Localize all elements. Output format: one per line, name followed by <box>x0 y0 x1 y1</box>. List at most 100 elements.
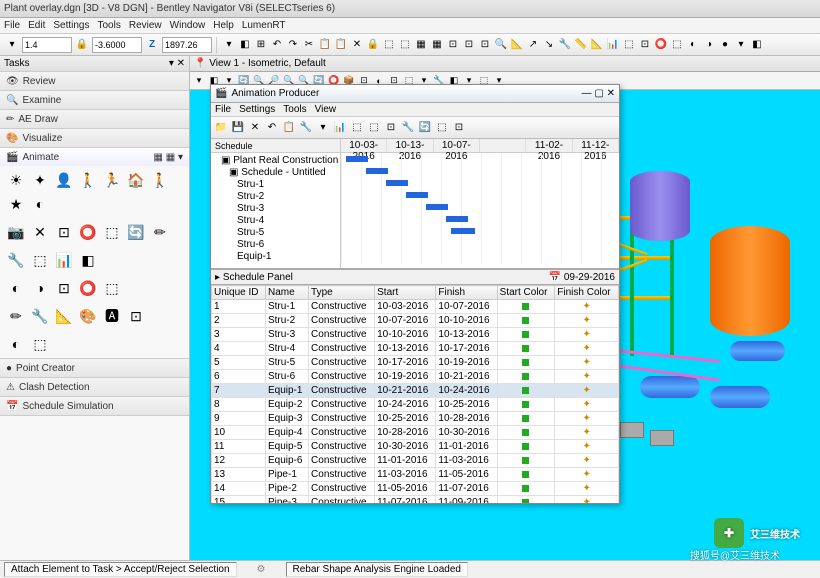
task-section-point-creator[interactable]: ●Point Creator <box>0 359 189 377</box>
animate-tool-icon[interactable]: 🎨 <box>78 306 98 326</box>
col-header[interactable]: Start <box>375 286 436 300</box>
animate-tool-icon[interactable]: ✦ <box>30 170 50 190</box>
col-header[interactable]: Type <box>309 286 375 300</box>
animate-tool-icon[interactable]: 🅰 <box>102 306 122 326</box>
toolbar-icon[interactable]: ↶ <box>269 37 285 53</box>
tb-dropdown-icon[interactable]: ▾ <box>4 37 20 53</box>
ap-toolbar-icon[interactable]: ↶ <box>264 120 280 136</box>
coord-1-input[interactable] <box>22 37 72 53</box>
col-header[interactable]: Finish <box>436 286 497 300</box>
animate-tool-icon[interactable]: ⊡ <box>54 222 74 242</box>
animate-tool-icon[interactable]: ◧ <box>78 250 98 270</box>
animprod-titlebar[interactable]: 🎬 Animation Producer — ▢ ✕ <box>211 85 619 103</box>
menu-review[interactable]: Review <box>129 20 162 31</box>
lock-icon[interactable]: 🔒 <box>74 37 90 53</box>
tree-item[interactable]: Equip-1 <box>213 251 338 263</box>
tree-item[interactable]: Stru-5 <box>213 227 338 239</box>
gantt-bar[interactable] <box>346 156 368 162</box>
col-header[interactable]: Unique ID <box>212 286 266 300</box>
table-row[interactable]: 2Stru-2Constructive10-07-201610-10-2016✦ <box>212 314 619 328</box>
table-row[interactable]: 15Pipe-3Constructive11-07-201611-09-2016… <box>212 496 619 504</box>
ap-toolbar-icon[interactable]: 🔄 <box>417 120 433 136</box>
toolbar-icon[interactable]: ↘ <box>541 37 557 53</box>
table-row[interactable]: 11Equip-5Constructive10-30-201611-01-201… <box>212 440 619 454</box>
ap-toolbar-icon[interactable]: 🔧 <box>400 120 416 136</box>
schedule-table[interactable]: Unique IDNameTypeStartFinishStart ColorF… <box>211 285 619 503</box>
ap-toolbar-icon[interactable]: ✕ <box>247 120 263 136</box>
table-row[interactable]: 1Stru-1Constructive10-03-201610-07-2016✦ <box>212 300 619 314</box>
toolbar-icon[interactable]: 🔒 <box>365 37 381 53</box>
gantt-bar[interactable] <box>426 204 448 210</box>
menu-edit[interactable]: Edit <box>28 20 45 31</box>
ap-menu-view[interactable]: View <box>315 104 337 115</box>
ap-menu-settings[interactable]: Settings <box>239 104 275 115</box>
ap-toolbar-icon[interactable]: 📋 <box>281 120 297 136</box>
toolbar-icon[interactable]: ✕ <box>349 37 365 53</box>
animate-tool-icon[interactable]: ◐ <box>6 334 26 354</box>
animate-tool-icon[interactable]: ⭕ <box>78 222 98 242</box>
animate-tool-icon[interactable]: ⬚ <box>102 278 122 298</box>
task-section-animate[interactable]: 🎬Animate▦ ▦ ▾ <box>0 148 189 166</box>
ap-toolbar-icon[interactable]: ⬚ <box>366 120 382 136</box>
table-row[interactable]: 9Equip-3Constructive10-25-201610-28-2016… <box>212 412 619 426</box>
ap-toolbar-icon[interactable]: 💾 <box>230 120 246 136</box>
gantt-bar[interactable] <box>366 168 388 174</box>
task-section-clash-detection[interactable]: ⚠Clash Detection <box>0 378 189 396</box>
menu-help[interactable]: Help <box>213 20 234 31</box>
animate-tool-icon[interactable]: 🔧 <box>6 250 26 270</box>
task-section-examine[interactable]: 🔍Examine <box>0 91 189 109</box>
table-row[interactable]: 3Stru-3Constructive10-10-201610-13-2016✦ <box>212 328 619 342</box>
ap-toolbar-icon[interactable]: 📁 <box>213 120 229 136</box>
view-tool-icon[interactable]: ▾ <box>192 74 206 88</box>
menu-tools[interactable]: Tools <box>98 20 121 31</box>
toolbar-icon[interactable]: 📐 <box>509 37 525 53</box>
col-header[interactable]: Start Color <box>497 286 555 300</box>
toolbar-icon[interactable]: 📋 <box>333 37 349 53</box>
animate-tool-icon[interactable]: 🚶 <box>78 170 98 190</box>
animate-tool-icon[interactable]: 📊 <box>54 250 74 270</box>
toolbar-icon[interactable]: ◧ <box>237 37 253 53</box>
animate-tool-icon[interactable]: ✏ <box>6 306 26 326</box>
animate-tool-icon[interactable]: 👤 <box>54 170 74 190</box>
table-row[interactable]: 12Equip-6Constructive11-01-201611-03-201… <box>212 454 619 468</box>
toolbar-icon[interactable]: ⊡ <box>637 37 653 53</box>
task-section-ae-draw[interactable]: ✏AE Draw <box>0 110 189 128</box>
toolbar-icon[interactable]: ⬚ <box>381 37 397 53</box>
toolbar-icon[interactable]: ⊡ <box>445 37 461 53</box>
toolbar-icon[interactable]: ✂ <box>301 37 317 53</box>
toolbar-icon[interactable]: 🔧 <box>557 37 573 53</box>
menu-file[interactable]: File <box>4 20 20 31</box>
animate-tool-icon[interactable]: ⬚ <box>30 250 50 270</box>
animate-tool-icon[interactable]: ☀ <box>6 170 26 190</box>
table-row[interactable]: 5Stru-5Constructive10-17-201610-19-2016✦ <box>212 356 619 370</box>
toolbar-icon[interactable]: 📐 <box>589 37 605 53</box>
tree-item[interactable]: Stru-6 <box>213 239 338 251</box>
ap-toolbar-icon[interactable]: ⬚ <box>434 120 450 136</box>
animate-tool-icon[interactable]: ◑ <box>30 278 50 298</box>
col-header[interactable]: Name <box>265 286 308 300</box>
toolbar-icon[interactable]: ⊡ <box>477 37 493 53</box>
animate-tool-icon[interactable]: 🏃 <box>102 170 122 190</box>
ap-toolbar-icon[interactable]: 📊 <box>332 120 348 136</box>
animate-tool-icon[interactable]: ⊡ <box>126 306 146 326</box>
gantt-bar[interactable] <box>386 180 408 186</box>
col-header[interactable]: Finish Color <box>555 286 619 300</box>
tree-item[interactable]: Stru-1 <box>213 179 338 191</box>
animate-tool-icon[interactable]: ⊡ <box>54 278 74 298</box>
toolbar-icon[interactable]: ▾ <box>221 37 237 53</box>
animate-tool-icon[interactable]: ⭕ <box>78 278 98 298</box>
toolbar-icon[interactable]: 🔍 <box>493 37 509 53</box>
toolbar-icon[interactable]: ⊡ <box>461 37 477 53</box>
animate-tool-icon[interactable]: ◐ <box>30 194 50 214</box>
table-row[interactable]: 13Pipe-1Constructive11-03-201611-05-2016… <box>212 468 619 482</box>
table-row[interactable]: 4Stru-4Constructive10-13-201610-17-2016✦ <box>212 342 619 356</box>
ap-toolbar-icon[interactable]: 🔧 <box>298 120 314 136</box>
ap-menu-tools[interactable]: Tools <box>283 104 306 115</box>
animate-tool-icon[interactable]: 🔄 <box>126 222 146 242</box>
table-row[interactable]: 10Equip-4Constructive10-28-201610-30-201… <box>212 426 619 440</box>
table-row[interactable]: 6Stru-6Constructive10-19-201610-21-2016✦ <box>212 370 619 384</box>
animate-tool-icon[interactable]: ⬚ <box>30 334 50 354</box>
animate-tool-icon[interactable]: ⬚ <box>102 222 122 242</box>
toolbar-icon[interactable]: ↗ <box>525 37 541 53</box>
toolbar-icon[interactable]: ⭕ <box>653 37 669 53</box>
